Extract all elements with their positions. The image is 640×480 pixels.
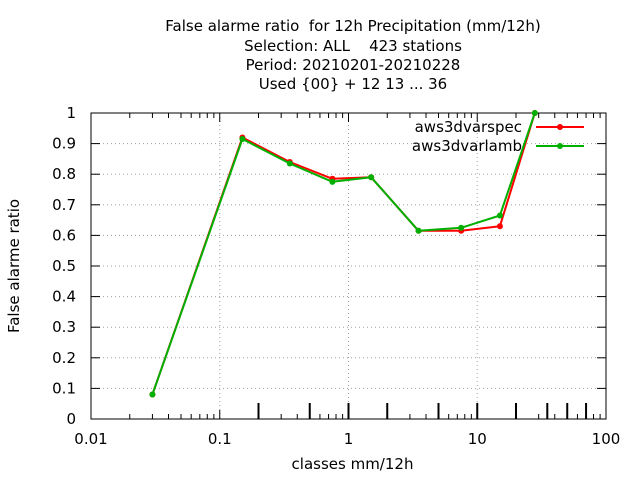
chart-title-line-1: False alarme ratio for 12h Precipitation… (165, 17, 541, 35)
series-point-aws3dvarlamb (329, 178, 336, 185)
series-point-aws3dvarspec (496, 223, 503, 230)
y-tick-label: 0.9 (52, 135, 76, 153)
legend-swatch-point-aws3dvarlamb (557, 143, 563, 149)
y-tick-label: 1 (66, 104, 76, 122)
x-tick-label: 100 (592, 430, 621, 448)
y-tick-label: 0.3 (52, 318, 76, 336)
series-point-aws3dvarlamb (239, 136, 246, 143)
legend-swatch-point-aws3dvarspec (557, 124, 563, 130)
x-tick-label: 0.1 (208, 430, 232, 448)
x-tick-label: 0.01 (74, 430, 107, 448)
x-tick-label: 1 (344, 430, 354, 448)
y-tick-label: 0.7 (52, 196, 76, 214)
y-tick-label: 0.8 (52, 165, 76, 183)
class-marks (257, 403, 588, 419)
y-tick-label: 0.6 (52, 226, 76, 244)
series-point-aws3dvarlamb (368, 174, 375, 181)
series-point-aws3dvarlamb (149, 391, 156, 398)
series-point-aws3dvarlamb (496, 212, 503, 219)
chart-title-line-2: Selection: ALL 423 stations (244, 37, 462, 55)
series-point-aws3dvarlamb (286, 160, 293, 167)
y-tick-label: 0.5 (52, 257, 76, 275)
grid (91, 113, 606, 419)
y-tick-label: 0 (66, 410, 76, 428)
y-axis-ticks: 0 0.1 0.2 0.3 0.4 0.5 0.6 0.7 0.8 0.9 1 (52, 104, 606, 428)
y-tick-label: 0.2 (52, 349, 76, 367)
y-tick-label: 0.1 (52, 379, 76, 397)
legend-label-aws3dvarspec: aws3dvarspec (415, 118, 522, 136)
chart-title-line-4: Used {00} + 12 13 ... 36 (258, 75, 448, 93)
x-tick-label: 10 (468, 430, 487, 448)
series-point-aws3dvarlamb (415, 227, 422, 234)
series-point-aws3dvarlamb (531, 110, 538, 116)
x-axis-label: classes mm/12h (292, 455, 414, 473)
chart-title-line-3: Period: 20210201-20210228 (245, 56, 461, 74)
data-series (149, 110, 538, 398)
plot-area-border (90, 112, 607, 420)
series-point-aws3dvarlamb (458, 224, 465, 231)
y-tick-label: 0.4 (52, 288, 76, 306)
x-axis-ticks: 0.01 0.1 1 10 100 (74, 113, 620, 448)
legend-label-aws3dvarlamb: aws3dvarlamb (412, 137, 522, 155)
y-axis-label: False alarme ratio (5, 199, 23, 333)
